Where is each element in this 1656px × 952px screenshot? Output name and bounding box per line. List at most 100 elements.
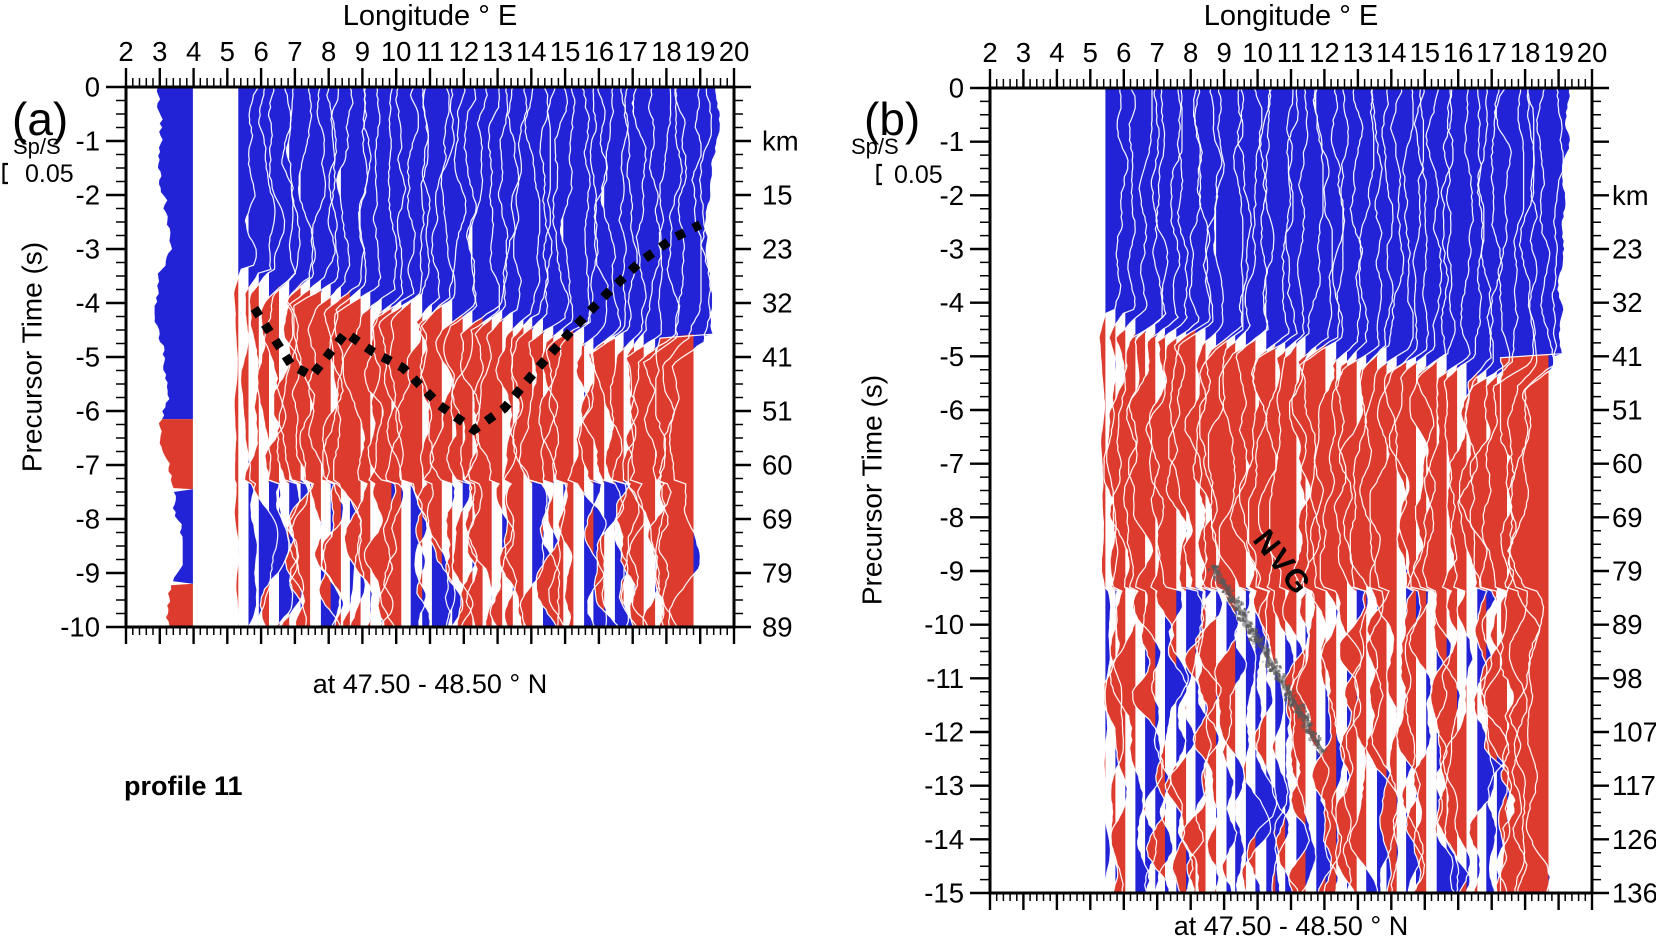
nvg-band-speckle xyxy=(1220,573,1223,576)
nvg-band-speckle xyxy=(1301,713,1305,717)
x-tick-label: 2 xyxy=(982,37,997,68)
trace-fill-negative xyxy=(460,87,483,626)
nvg-band-speckle xyxy=(1217,577,1220,579)
nvg-band-speckle xyxy=(1301,719,1304,722)
nvg-band-speckle xyxy=(1290,696,1294,700)
nvg-band-speckle xyxy=(1274,658,1278,661)
nvg-band-speckle xyxy=(1274,666,1278,670)
trace-wiggle-line xyxy=(518,87,570,626)
panel-a-amp-scale-value: 0.05 xyxy=(25,160,74,188)
nvg-band-speckle xyxy=(1253,627,1255,630)
panel-a-top-axis-title: Longitude ° E xyxy=(342,0,518,32)
depth-tick-label: 15 xyxy=(762,180,793,211)
nvg-band-speckle xyxy=(1296,712,1300,715)
nvg-band-speckle xyxy=(1277,675,1281,678)
nvg-band-speckle xyxy=(1229,587,1232,589)
trace-wiggle-line xyxy=(1238,88,1294,893)
nvg-band-speckle xyxy=(1212,566,1214,569)
trace-fill-positive xyxy=(1195,88,1222,893)
nvg-band-speckle xyxy=(1310,731,1314,735)
nvg-band-speckle xyxy=(1287,691,1291,695)
trace-wiggle-line xyxy=(1479,88,1535,893)
trace-wiggle-line xyxy=(1509,88,1564,893)
trace-wiggle-line xyxy=(1349,88,1405,893)
trace-fill-positive xyxy=(502,87,527,626)
trace-fill-positive xyxy=(1105,88,1128,893)
y-tick-label: -2 xyxy=(940,180,964,211)
nvg-band-speckle xyxy=(1309,728,1311,730)
nvg-band-speckle xyxy=(1246,630,1249,633)
trace-wiggle-line xyxy=(616,87,672,626)
nvg-band-speckle xyxy=(1231,595,1235,600)
depth-tick-label: 89 xyxy=(762,612,793,643)
x-tick-label: 19 xyxy=(685,36,716,67)
nvg-band-speckle xyxy=(1309,739,1312,742)
nvg-band-speckle xyxy=(1305,715,1309,720)
trace-fill-positive xyxy=(1266,88,1293,893)
nvg-band-speckle xyxy=(1283,694,1287,698)
nvg-band-speckle xyxy=(1246,629,1248,631)
nvg-band-speckle xyxy=(1231,589,1235,592)
nvg-band-speckle xyxy=(1259,639,1262,642)
panel-a-letter: (a) xyxy=(12,93,69,145)
nvg-band-speckle xyxy=(1281,683,1284,687)
y-tick-label: 0 xyxy=(85,72,100,103)
trace-fill-positive xyxy=(340,87,368,626)
nvg-band-speckle xyxy=(1246,625,1249,629)
trace-fill-negative xyxy=(1407,88,1427,893)
nvg-band-speckle xyxy=(1299,704,1302,707)
x-tick-label: 17 xyxy=(1476,37,1507,68)
nvg-band-speckle xyxy=(1271,667,1274,670)
x-tick-label: 12 xyxy=(1309,37,1340,68)
nvg-band-speckle xyxy=(1238,618,1242,622)
trace-wiggle-line xyxy=(1247,88,1299,893)
nvg-band-speckle xyxy=(1242,624,1247,628)
nvg-band-speckle xyxy=(1251,636,1253,638)
nvg-band-speckle xyxy=(1317,737,1322,741)
x-tick-label: 7 xyxy=(1150,37,1165,68)
trace-wiggle-line xyxy=(657,87,702,626)
trace-wiggle-line xyxy=(1388,88,1443,893)
trace-wiggle-line xyxy=(367,87,407,626)
nvg-band-speckle xyxy=(1253,638,1256,641)
y-tick-label: 0 xyxy=(949,73,964,104)
nvg-band-speckle xyxy=(1287,687,1290,690)
nvg-band-speckle xyxy=(1228,584,1231,587)
nvg-band-speckle xyxy=(1302,716,1305,719)
nvg-band-speckle xyxy=(1239,620,1242,622)
y-tick-label: -2 xyxy=(76,180,100,211)
nvg-band-speckle xyxy=(1284,698,1288,702)
nvg-band-speckle xyxy=(1276,675,1278,677)
trace-wiggle-line xyxy=(232,87,259,626)
trace-wiggle-line xyxy=(1369,88,1425,893)
trace-fill-positive xyxy=(1496,88,1524,893)
nvg-band-speckle xyxy=(1316,739,1320,744)
nvg-band-speckle xyxy=(1278,669,1281,672)
nvg-band-speckle xyxy=(1307,720,1311,724)
nvg-band-speckle xyxy=(1312,743,1316,746)
nvg-band-speckle xyxy=(1231,597,1235,601)
nvg-band-speckle xyxy=(1249,624,1252,627)
trace-fill-positive xyxy=(1155,88,1182,893)
nvg-band-speckle xyxy=(1221,590,1225,594)
nvg-band-speckle xyxy=(1277,672,1281,676)
trace-fill-positive xyxy=(643,87,671,626)
nvg-band-speckle xyxy=(1264,651,1268,656)
trace-wiggle-line xyxy=(1098,88,1129,893)
nvg-band-speckle xyxy=(1289,700,1294,704)
isolated-band-fill xyxy=(165,583,193,627)
trace-wiggle-line xyxy=(1469,88,1525,893)
trace-fill-positive xyxy=(1235,88,1262,893)
trace-fill-negative xyxy=(1299,88,1326,893)
trace-wiggle-line xyxy=(1338,88,1394,893)
nvg-band-speckle xyxy=(1221,581,1225,584)
nvg-band-speckle xyxy=(1322,749,1326,753)
trace-fill-negative xyxy=(1149,88,1177,893)
trace-fill-negative xyxy=(1181,88,1206,893)
x-tick-label: 8 xyxy=(321,36,336,67)
nvg-band-speckle xyxy=(1296,705,1300,710)
depth-tick-label: 79 xyxy=(1612,556,1643,587)
depth-tick-label: 60 xyxy=(1612,448,1643,479)
y-tick-label: -4 xyxy=(940,287,964,318)
